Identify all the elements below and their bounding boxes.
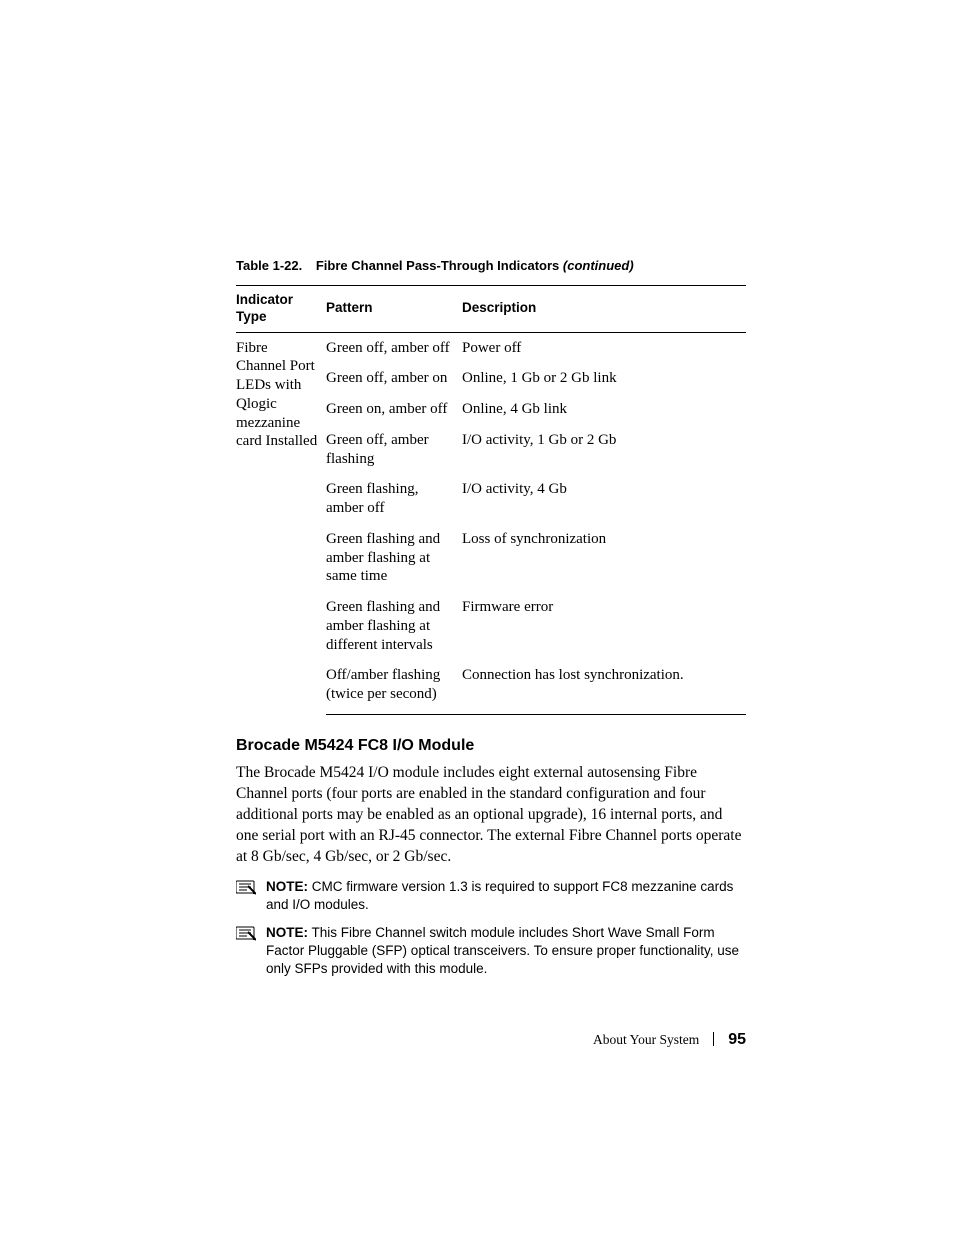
cell-description: I/O activity, 4 Gb — [462, 474, 746, 524]
cell-pattern: Green flashing and amber flashing at dif… — [326, 592, 462, 660]
note-label: NOTE: — [266, 925, 308, 940]
cell-pattern: Green off, amber off — [326, 332, 462, 363]
table-header-row: Indicator Type Pattern Description — [236, 285, 746, 332]
table-number: Table 1-22. — [236, 258, 302, 273]
note-text: NOTE: This Fibre Channel switch module i… — [266, 924, 746, 979]
cell-pattern: Green on, amber off — [326, 394, 462, 425]
table-row: Fibre Channel Port LEDs with Qlogic mezz… — [236, 332, 746, 363]
table-continued: (continued) — [563, 258, 634, 273]
page-number: 95 — [728, 1031, 746, 1049]
note-body: CMC firmware version 1.3 is required to … — [266, 879, 733, 912]
cell-description: Connection has lost synchronization. — [462, 660, 746, 714]
cell-pattern: Green off, amber on — [326, 363, 462, 394]
cell-pattern: Green flashing and amber flashing at sam… — [326, 524, 462, 592]
cell-pattern: Green off, amber flashing — [326, 425, 462, 475]
note-text: NOTE: CMC firmware version 1.3 is requir… — [266, 878, 746, 914]
cell-description: Power off — [462, 332, 746, 363]
table-header-indicator-type: Indicator Type — [236, 285, 326, 332]
section-body: The Brocade M5424 I/O module includes ei… — [236, 763, 746, 868]
table-title: Fibre Channel Pass-Through Indicators — [316, 258, 559, 273]
footer-divider — [713, 1032, 714, 1046]
cell-description: Online, 1 Gb or 2 Gb link — [462, 363, 746, 394]
table-header-pattern: Pattern — [326, 285, 462, 332]
page: Table 1-22. Fibre Channel Pass-Through I… — [0, 0, 954, 1235]
table-body: Fibre Channel Port LEDs with Qlogic mezz… — [236, 332, 746, 714]
cell-description: Online, 4 Gb link — [462, 394, 746, 425]
note-icon — [236, 925, 256, 946]
cell-description: Firmware error — [462, 592, 746, 660]
section-title: Brocade M5424 FC8 I/O Module — [236, 737, 746, 755]
cell-pattern: Off/amber flashing (twice per second) — [326, 660, 462, 714]
footer-section: About Your System — [593, 1032, 699, 1048]
page-footer: About Your System 95 — [593, 1030, 746, 1049]
note-block: NOTE: CMC firmware version 1.3 is requir… — [236, 878, 746, 914]
note-icon — [236, 879, 256, 900]
note-block: NOTE: This Fibre Channel switch module i… — [236, 924, 746, 979]
note-body: This Fibre Channel switch module include… — [266, 925, 739, 976]
table-caption: Table 1-22. Fibre Channel Pass-Through I… — [236, 258, 746, 275]
note-label: NOTE: — [266, 879, 308, 894]
cell-description: I/O activity, 1 Gb or 2 Gb — [462, 425, 746, 475]
cell-pattern: Green flashing, amber off — [326, 474, 462, 524]
table-header-description: Description — [462, 285, 746, 332]
indicators-table: Indicator Type Pattern Description Fibre… — [236, 285, 746, 715]
cell-indicator-type: Fibre Channel Port LEDs with Qlogic mezz… — [236, 332, 326, 714]
cell-description: Loss of synchronization — [462, 524, 746, 592]
